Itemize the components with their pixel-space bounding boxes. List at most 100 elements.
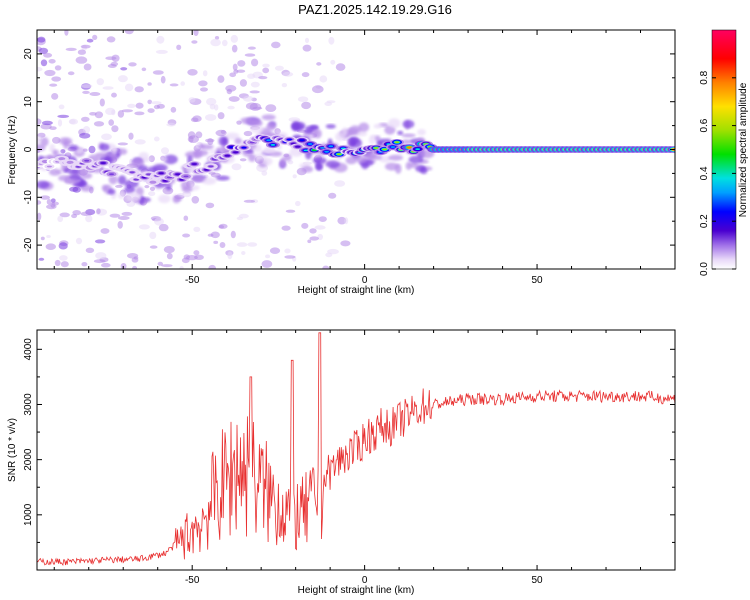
ridge-halo-cell <box>117 175 127 185</box>
noise-cell <box>295 200 301 207</box>
noise-cell <box>60 261 69 268</box>
ridge-halo-cell <box>315 163 323 171</box>
noise-cell <box>156 35 165 44</box>
colorbar-ticks: 0.0 0.2 0.4 0.6 0.8 <box>699 70 736 276</box>
noise-cell <box>147 108 155 113</box>
noise-cell <box>85 247 95 253</box>
noise-cell <box>89 92 101 96</box>
noise-cell <box>117 221 123 229</box>
noise-cell <box>86 38 94 43</box>
noise-cell <box>193 250 200 256</box>
noise-cell <box>217 75 225 83</box>
noise-cell <box>261 260 273 268</box>
colorbar-tick-label: 0.8 <box>699 70 710 84</box>
ridge-halo-cell <box>152 163 168 172</box>
noise-cell <box>182 191 192 198</box>
noise-cell <box>236 242 248 247</box>
noise-cell <box>319 75 328 83</box>
noise-cell <box>312 85 324 94</box>
noise-cell <box>243 95 254 102</box>
spectrogram-ytick-label: 20 <box>23 48 34 60</box>
noise-cell <box>262 67 270 74</box>
noise-cell <box>134 111 145 116</box>
spectrogram-xlabel: Height of straight line (km) <box>298 285 415 296</box>
noise-cell <box>111 125 119 133</box>
noise-cell <box>230 230 236 239</box>
noise-cell <box>37 66 43 72</box>
noise-cell <box>64 30 69 36</box>
noise-cell <box>244 53 256 57</box>
ridge-halo-cell <box>408 155 424 164</box>
noise-cell <box>69 186 79 192</box>
ridge-halo-cell <box>163 154 178 165</box>
ridge-cell <box>241 146 247 149</box>
noise-cell <box>208 171 216 175</box>
noise-cell <box>202 70 208 77</box>
noise-cell <box>219 242 226 248</box>
noise-cell <box>239 158 247 162</box>
ridge-cell <box>166 176 172 179</box>
noise-cell <box>82 126 91 134</box>
noise-cell <box>75 237 83 245</box>
ridge-halo-cell <box>388 154 404 161</box>
ridge-cell <box>208 165 214 168</box>
noise-cell <box>183 254 190 260</box>
noise-cell <box>213 240 219 244</box>
noise-cell <box>154 217 164 226</box>
ridge-cell <box>415 148 421 151</box>
noise-cell <box>193 30 199 36</box>
noise-cell <box>265 104 277 112</box>
noise-cell <box>284 248 291 254</box>
noise-cell <box>124 83 134 92</box>
noise-cell <box>229 72 237 78</box>
noise-cell <box>51 93 59 100</box>
noise-cell <box>232 63 238 71</box>
noise-cell <box>301 72 310 78</box>
colorbar-label: Normalized spectral amplitude <box>738 82 749 217</box>
noise-cell <box>150 101 162 105</box>
noise-cell <box>161 264 173 268</box>
ridge-cell <box>382 148 388 151</box>
noise-cell <box>40 195 50 200</box>
noise-cell <box>68 118 78 125</box>
ridge-halo-cell <box>218 136 228 147</box>
noise-cell <box>236 216 244 221</box>
snr-marks <box>37 332 675 567</box>
noise-cell <box>166 122 176 127</box>
noise-cell <box>324 101 333 107</box>
noise-cell <box>52 136 61 144</box>
ridge-cell <box>390 146 396 148</box>
ridge-halo-cell <box>49 168 61 176</box>
noise-cell <box>191 40 198 44</box>
ridge-cell <box>59 157 65 160</box>
spectrogram-ytick-label: 10 <box>23 96 34 108</box>
ridge-halo-cell <box>355 155 368 164</box>
noise-cell <box>96 208 101 215</box>
spectrogram-ylabel: Frequency (Hz) <box>7 116 18 185</box>
noise-cell <box>46 199 52 205</box>
ridge-halo-cell <box>313 128 322 139</box>
ridge-halo-cell <box>158 194 171 204</box>
noise-cell <box>188 97 196 103</box>
noise-cell <box>243 199 256 203</box>
noise-cell <box>85 215 93 223</box>
noise-cell <box>149 186 156 191</box>
noise-cell <box>330 59 336 65</box>
noise-cell <box>231 44 238 53</box>
colorbar-tick-label: 0.0 <box>699 262 710 276</box>
ridge-halo-cell <box>397 130 404 136</box>
noise-cell <box>128 132 134 140</box>
noise-cell <box>50 198 56 203</box>
spectrogram-xtick-label: 0 <box>362 275 368 286</box>
noise-cell <box>59 255 68 261</box>
ridge-halo-cell <box>335 132 345 142</box>
ridge-cell <box>224 154 230 157</box>
ridge-halo-cell <box>240 117 253 124</box>
ridge-cell <box>307 143 313 145</box>
noise-cell <box>49 126 57 130</box>
ridge-halo-cell <box>301 166 314 173</box>
noise-cell <box>138 224 150 230</box>
colorbar-tick-label: 0.4 <box>699 166 710 180</box>
ridge-cell <box>286 138 292 141</box>
ridge-cell <box>266 139 272 142</box>
